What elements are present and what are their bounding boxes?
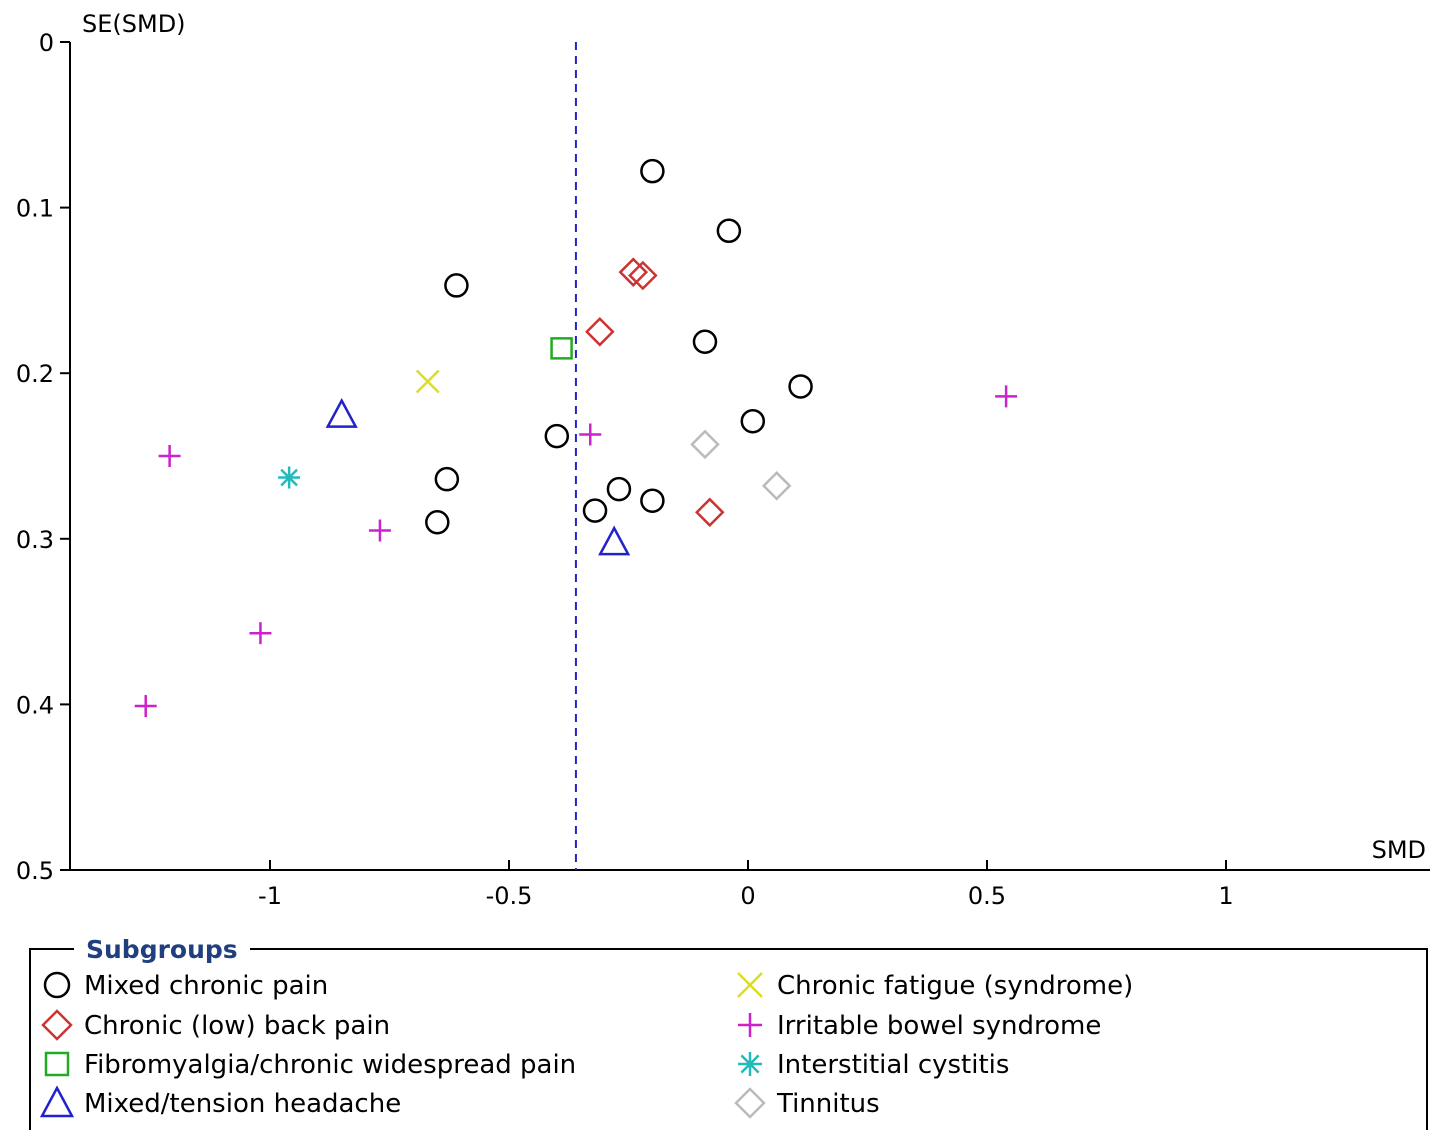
- data-point: [995, 385, 1018, 408]
- data-point: [249, 622, 272, 645]
- y-tick-label: 0.1: [16, 195, 54, 223]
- data-point: [434, 466, 460, 492]
- marker-diamond: [628, 260, 658, 291]
- marker-circle: [434, 466, 460, 492]
- legend-marker: [44, 1051, 70, 1077]
- marker-triangle: [39, 1085, 75, 1118]
- x-tick-label: 1: [1218, 882, 1233, 910]
- marker-asterisk-stroke: [740, 1054, 760, 1074]
- marker-circle: [425, 509, 450, 535]
- legend-marker: [43, 971, 71, 999]
- marker-diamond: [761, 471, 792, 501]
- legend-entry-label: Chronic (low) back pain: [84, 1011, 390, 1041]
- data-point: [598, 525, 631, 556]
- data-point: [134, 695, 157, 718]
- plot-axes: 0 0.1 0.2 0.3 0.4 0.5 -1 -0.5 0 0.5 1 SE(SMD) SMD: [16, 10, 1430, 910]
- y-tick-label: 0.2: [16, 360, 54, 388]
- data-point: [579, 423, 602, 446]
- data-point: [585, 317, 615, 347]
- data-point: [640, 158, 665, 184]
- data-point: [550, 337, 573, 360]
- data-point: [788, 374, 813, 399]
- data-point: [444, 273, 469, 298]
- data-point: [628, 260, 658, 291]
- legend: Subgroups Mixed chronic pain Chronic (low)…: [29, 935, 1428, 1130]
- marker-triangle: [598, 525, 631, 556]
- x-axis-title: SMD: [1372, 836, 1426, 864]
- marker-square: [44, 1051, 70, 1077]
- marker-circle: [788, 374, 813, 399]
- legend-entry-label: Interstitial cystitis: [777, 1050, 1009, 1080]
- marker-circle: [740, 408, 766, 434]
- y-tick-label: 0: [39, 29, 54, 57]
- marker-diamond: [690, 429, 720, 460]
- plot-marks: [134, 158, 1018, 718]
- y-tick-label: 0.3: [16, 526, 54, 554]
- legend-entry-label: Tinnitus: [776, 1089, 880, 1119]
- marker-asterisk-stroke: [280, 468, 298, 487]
- data-point: [692, 329, 718, 354]
- marker-diamond: [734, 1087, 766, 1119]
- legend-border: [29, 948, 74, 1130]
- data-point: [158, 445, 181, 467]
- y-tick-label: 0.4: [16, 691, 54, 719]
- data-point: [690, 429, 720, 460]
- legend-marker: [39, 1085, 75, 1118]
- marker-square: [550, 337, 573, 360]
- marker-circle: [43, 971, 71, 999]
- marker-diamond: [585, 317, 615, 347]
- y-axis-title: SE(SMD): [82, 10, 186, 38]
- x-tick-label: -1: [258, 882, 282, 910]
- legend-border: [250, 948, 1428, 1130]
- marker-circle: [692, 329, 718, 354]
- legend-title: Subgroups: [86, 935, 238, 964]
- data-point: [415, 369, 440, 394]
- legend-marker: [738, 1052, 762, 1076]
- data-point: [618, 257, 649, 287]
- marker-circle: [640, 158, 665, 184]
- data-point: [368, 519, 391, 542]
- data-point: [325, 397, 358, 428]
- legend-marker: [41, 1009, 73, 1041]
- legend-marker: [738, 1013, 762, 1037]
- legend-entry-label: Mixed/tension headache: [84, 1089, 401, 1119]
- data-point: [761, 471, 792, 501]
- marker-x-stroke: [415, 369, 440, 394]
- legend-marker: [734, 1087, 766, 1119]
- legend-marker: [737, 972, 763, 998]
- y-tick-label: 0.5: [16, 857, 54, 885]
- x-tick-label: -0.5: [486, 882, 533, 910]
- data-point: [278, 466, 301, 489]
- x-tick-label: 0.5: [968, 882, 1006, 910]
- marker-circle: [444, 273, 469, 298]
- marker-circle: [582, 498, 608, 523]
- data-point: [425, 509, 450, 535]
- marker-diamond: [41, 1009, 73, 1041]
- data-point: [694, 497, 725, 528]
- data-point: [640, 488, 665, 513]
- data-point: [740, 408, 766, 434]
- legend-entry-label: Fibromyalgia/chronic widespread pain: [84, 1050, 576, 1080]
- data-point: [606, 476, 632, 502]
- marker-circle: [544, 423, 570, 449]
- marker-circle: [606, 476, 632, 502]
- marker-triangle: [325, 397, 358, 428]
- legend-entry-label: Mixed chronic pain: [84, 971, 328, 1001]
- marker-diamond: [618, 257, 649, 287]
- marker-diamond: [694, 497, 725, 528]
- legend-entry-label: Irritable bowel syndrome: [777, 1011, 1101, 1041]
- marker-circle: [640, 488, 665, 513]
- x-tick-label: 0: [740, 882, 755, 910]
- marker-x-stroke: [737, 972, 763, 998]
- data-point: [582, 498, 608, 523]
- data-point: [716, 218, 742, 244]
- data-point: [544, 423, 570, 449]
- marker-circle: [716, 218, 742, 244]
- legend-entry-label: Chronic fatigue (syndrome): [777, 971, 1133, 1001]
